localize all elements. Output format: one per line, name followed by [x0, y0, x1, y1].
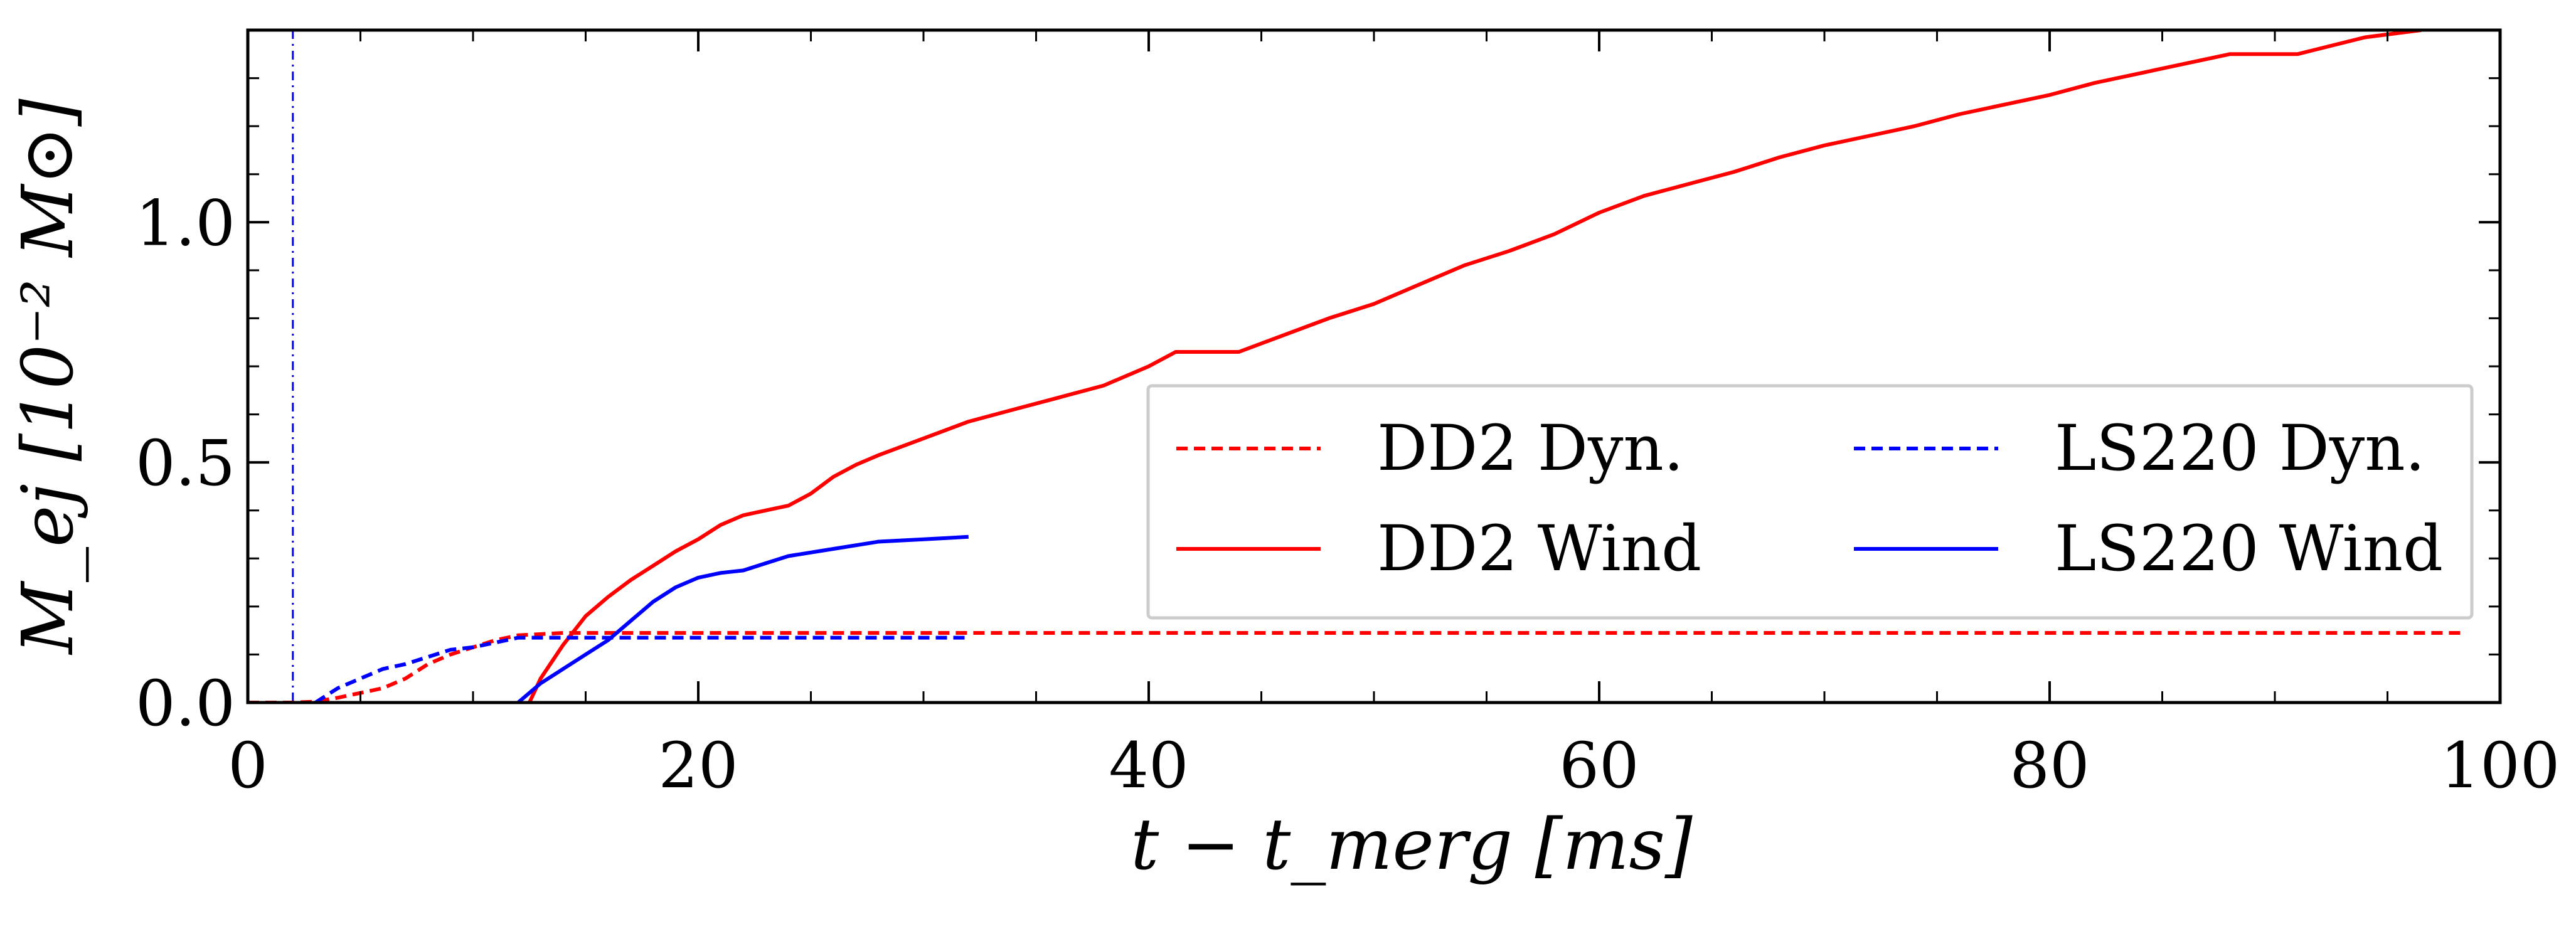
x-tick-label: 100 — [2440, 729, 2560, 802]
x-tick-label: 40 — [1109, 729, 1188, 802]
legend-label-ls220-wind: LS220 Wind — [2055, 512, 2443, 585]
series-line-ls220-dyn — [314, 635, 969, 703]
series-line-dd2-dyn — [248, 631, 2467, 703]
plot-area: 0 20 40 60 80 100 0.0 0.5 1.0 DD2 Dyn. LS220 Dyn. D… — [136, 28, 2560, 802]
x-axis-label: t − t_merg [ms] — [1131, 804, 1693, 886]
x-tick-label: 0 — [228, 729, 268, 802]
y-tick-label: 0.5 — [136, 427, 235, 500]
series-line-ls220-wind — [516, 534, 969, 703]
legend-label-ls220-dyn: LS220 Dyn. — [2055, 411, 2425, 485]
legend-label-dd2-dyn: DD2 Dyn. — [1377, 411, 1684, 485]
y-tick-label: 1.0 — [136, 186, 235, 260]
x-tick-label: 80 — [2009, 729, 2089, 802]
legend-label-dd2-wind: DD2 Wind — [1377, 512, 1701, 585]
y-axis-label: M_ej [10⁻² M⊙] — [8, 98, 89, 656]
series-line-dd2-wind — [528, 30, 2422, 703]
y-tick-label: 0.0 — [136, 667, 235, 740]
legend-box — [1146, 384, 2474, 620]
x-tick-label: 60 — [1559, 729, 1639, 802]
x-tick-label: 20 — [658, 729, 738, 802]
